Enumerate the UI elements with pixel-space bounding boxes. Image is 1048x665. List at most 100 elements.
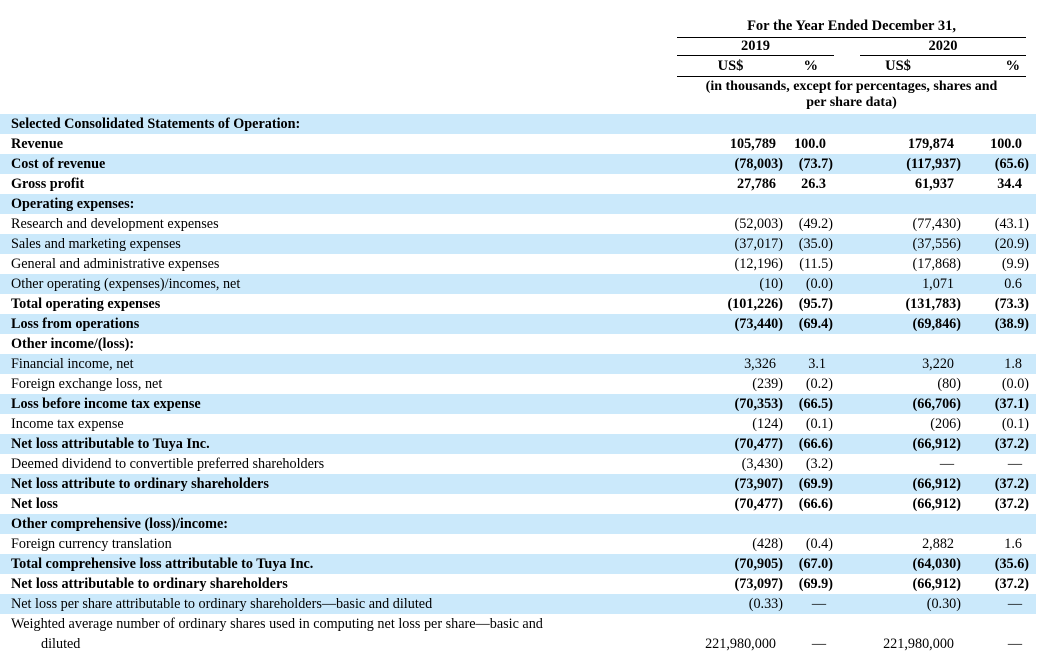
cell-value: (69,846) [912,316,961,332]
cell-value: (73.3) [994,296,1030,312]
cell-value: (73,440) [734,316,783,332]
cell-value: (37,017) [734,236,783,252]
cell-value: (11.5) [799,256,833,272]
row-label: Net loss [11,496,58,512]
cell-value [962,334,1036,354]
cell-value: (0.0) [1001,376,1030,392]
cell-value: — [1007,636,1023,652]
table-row: Net loss (70,477) (66.6) (66,912) (37.2) [0,494,1036,514]
table-row: Research and development expenses (52,003… [0,214,1036,234]
cell-value: 61,937 [914,176,954,192]
table-row: Deemed dividend to convertible preferred… [0,454,1036,474]
row-label: Foreign exchange loss, net [11,376,163,392]
row-label: Selected Consolidated Statements of Oper… [11,116,301,132]
cell-value: (37.2) [994,496,1030,512]
cell-value: (428) [752,536,783,552]
cell-value [962,114,1036,134]
cell-value: (0.4) [805,536,833,552]
cell-value [677,114,784,134]
row-label: Other comprehensive (loss)/income: [11,516,228,532]
cell-value: 179,874 [907,136,954,152]
cell-value: (67.0) [798,556,833,572]
table-row: Sales and marketing expenses (37,017) (35.… [0,234,1037,254]
cell-value: (0.1) [1001,416,1030,432]
cell-value: (20.9) [994,236,1030,252]
cell-value: (131,783) [905,296,961,312]
row-label: Foreign currency translation [11,536,172,552]
cell-value: — [1007,596,1023,612]
col-header-usd-2020: US$ [885,58,911,74]
cell-value: (66,912) [912,476,961,492]
period-header-title: For the Year Ended December 31, [677,17,1027,38]
cell-value: (66,706) [912,396,961,412]
table-row: Net loss attribute to ordinary sharehold… [0,474,1037,494]
table-row: Loss from operations (73,440) (69.4) (69,84… [0,314,1037,334]
table-row: Gross profit 27,786 26.3 61,937 34.4 [0,174,1036,194]
cell-value: 3,326 [744,356,776,372]
units-note: (in thousands, except for percentages, s… [677,77,1036,114]
cell-value: 105,789 [729,136,776,152]
row-label: Weighted average number of ordinary shar… [0,614,677,654]
cell-value: (0.2) [805,376,833,392]
cell-value: 0.6 [1004,276,1023,292]
row-label-line-2: diluted [41,636,81,652]
cell-value: 3,220 [922,356,954,372]
cell-value: 1.6 [1004,536,1023,552]
year-2020-label: 2020 [860,38,1027,56]
cell-value: (43.1) [994,216,1030,232]
row-label: Net loss per share attributable to ordin… [11,596,433,612]
cell-value: 2,882 [922,536,954,552]
cell-value: — [1007,456,1023,472]
table-body: Selected Consolidated Statements of Oper… [0,114,1037,654]
table-header: For the Year Ended December 31, 2019 202… [0,17,1036,114]
cell-value: (69.9) [798,476,833,492]
cell-value: (70,353) [734,396,783,412]
table-row: Cost of revenue (78,003) (73.7) (117,937) (6… [0,154,1037,174]
row-label: Gross profit [11,176,85,192]
row-label: Cost of revenue [11,156,106,172]
row-label: Other income/(loss): [11,336,135,352]
cell-value: (37.1) [994,396,1030,412]
year-2019-cell: 2019 [677,38,834,56]
table-row: Total comprehensive loss attributable to… [0,554,1037,574]
cell-value: (69.4) [798,316,833,332]
table-row: Weighted average number of ordinary shar… [0,614,1036,654]
year-2019-label: 2019 [677,38,834,56]
row-label-line-1: Weighted average number of ordinary shar… [11,616,543,632]
cell-value: (0.33) [748,596,783,612]
cell-value: — [811,636,826,652]
cell-value: (52,003) [734,216,783,232]
col-header-usd-2019: US$ [717,58,744,74]
table-row: Operating expenses: [0,194,1037,214]
cell-value: (70,477) [734,496,783,512]
row-label: Income tax expense [11,416,124,432]
cell-value: (12,196) [734,256,783,272]
cell-value: (70,477) [734,436,783,452]
cell-value: 3.1 [808,356,826,372]
col-header-pct-2019: % [803,58,819,74]
income-statement-table: For the Year Ended December 31, 2019 202… [0,17,1037,654]
row-label: Deemed dividend to convertible preferred… [11,456,325,472]
row-label: Net loss attribute to ordinary sharehold… [11,476,269,492]
cell-value: (206) [930,416,961,432]
cell-value: (70,905) [734,556,783,572]
cell-value: (65.6) [994,156,1030,172]
table-row: Selected Consolidated Statements of Oper… [0,114,1037,134]
cell-value [784,334,834,354]
cell-value: 1,071 [922,276,954,292]
cell-value: (49.2) [798,216,833,232]
cell-value [962,514,1036,534]
cell-value: (64,030) [912,556,961,572]
cell-value: 100.0 [990,136,1023,152]
row-label: General and administrative expenses [11,256,220,272]
cell-value [834,334,962,354]
cell-value: (66.5) [798,396,833,412]
cell-value: (73,097) [734,576,783,592]
cell-value: (95.7) [798,296,833,312]
row-label: Loss before income tax expense [11,396,201,412]
table-row: Revenue 105,789 100.0 179,874 100.0 [0,134,1036,154]
cell-value: (80) [937,376,961,392]
cell-value: (69.9) [798,576,833,592]
row-label: Operating expenses: [11,196,135,212]
